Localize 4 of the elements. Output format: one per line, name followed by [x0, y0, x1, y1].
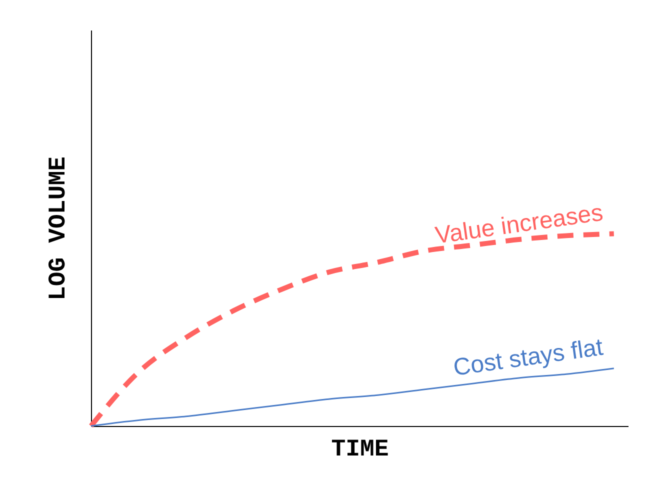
- text: Cost stays flat: [452, 334, 606, 382]
- text: Value increases: [434, 199, 605, 250]
- y-axis-title: LOG VOLUME: [46, 156, 72, 301]
- x-axis-title: TIME: [331, 436, 389, 464]
